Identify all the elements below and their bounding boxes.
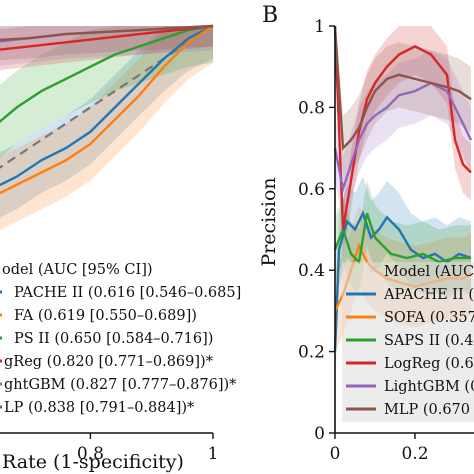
roc-x-tick-label: 0.8 [77,444,104,464]
pr-y-tick-label: 0 [314,424,325,444]
roc-legend-entry-sofa: FA (0.619 [0.550–0.689]) [14,308,197,324]
roc-line-sofa [0,25,214,195]
roc-x-axis-label: Rate (1-specificity) [2,451,184,473]
pr-y-tick-label: 0.4 [298,261,325,281]
roc-legend-entry-apache: PACHE II (0.616 [0.546–0.685] [14,285,241,301]
panel-b-label: B [262,3,278,28]
roc-band-apache-ii [0,26,213,218]
pr-line-apache-ii [333,210,472,352]
roc-line-apache-ii [0,24,214,187]
pr-y-axis-label: Precision [258,177,280,266]
roc-x-tick-label: 1 [208,444,219,464]
roc-legend-entry-mlp: LP (0.838 [0.791–0.884])* [4,400,195,416]
pr-x-tick-label: 0 [330,444,341,464]
pr-x-tick-label: 0.2 [401,444,428,464]
pr-line-lightgbm [333,81,473,194]
pr-line-logreg [333,25,472,230]
roc-legend-entry-lightgbm: ghtGBM (0.827 [0.777–0.876])* [4,377,237,393]
roc-band-logreg [0,26,213,70]
pr-legend-entry-sofa: SOFA (0.357 [384,310,474,326]
roc-line-saps-ii [0,24,214,123]
pr-y-tick-label: 0.2 [298,343,325,363]
roc-legend-entry-saps: PS II (0.650 [0.584–0.716]) [14,331,213,347]
roc-line-mlp [0,24,214,41]
pr-legend: Model (AUC APACHE II ( SOFA (0.357 SAPS II… [346,264,474,418]
roc-line-logreg [0,24,214,51]
pr-legend-title: Model (AUC [384,264,474,280]
pr-y-ticks: 0 0.2 0.4 0.6 0.8 1 [298,17,335,444]
roc-legend-entry-logreg: gReg (0.820 [0.771–0.869])* [4,354,214,370]
pr-y-tick-label: 0.6 [298,180,325,200]
roc-panel: odel (AUC [95% CI]) PACHE II (0.616 [0.5… [0,24,241,473]
pr-legend-entry-saps-ii: SAPS II (0.40 [384,333,474,349]
roc-band-saps-ii [0,26,213,158]
roc-chance-diagonal [0,25,214,169]
roc-legend-title: odel (AUC [95% CI]) [2,262,153,278]
pr-line-mlp [333,25,472,151]
pr-y-tick-label: 0.8 [298,98,325,118]
pr-legend-entry-lightgbm: LightGBM (0. [384,379,474,395]
pr-legend-entry-logreg: LogReg (0.64 [384,356,474,372]
pr-band-mlp [335,26,471,181]
pr-legend-box [342,262,474,422]
pr-y-tick-label: 1 [314,17,325,37]
roc-series-lines [0,24,214,195]
roc-legend: odel (AUC [95% CI]) PACHE II (0.616 [0.5… [0,262,241,416]
pr-legend-entry-mlp: MLP (0.670 [ [384,402,474,418]
pr-panel: B Model (AUC APACHE II ( SOFA (0.357 SAPS … [258,3,474,464]
pr-legend-entry-apache-ii: APACHE II ( [383,287,474,303]
roc-x-ticks: 0.60.81 [77,433,219,464]
pr-x-ticks: 0 0.2 [330,433,429,464]
